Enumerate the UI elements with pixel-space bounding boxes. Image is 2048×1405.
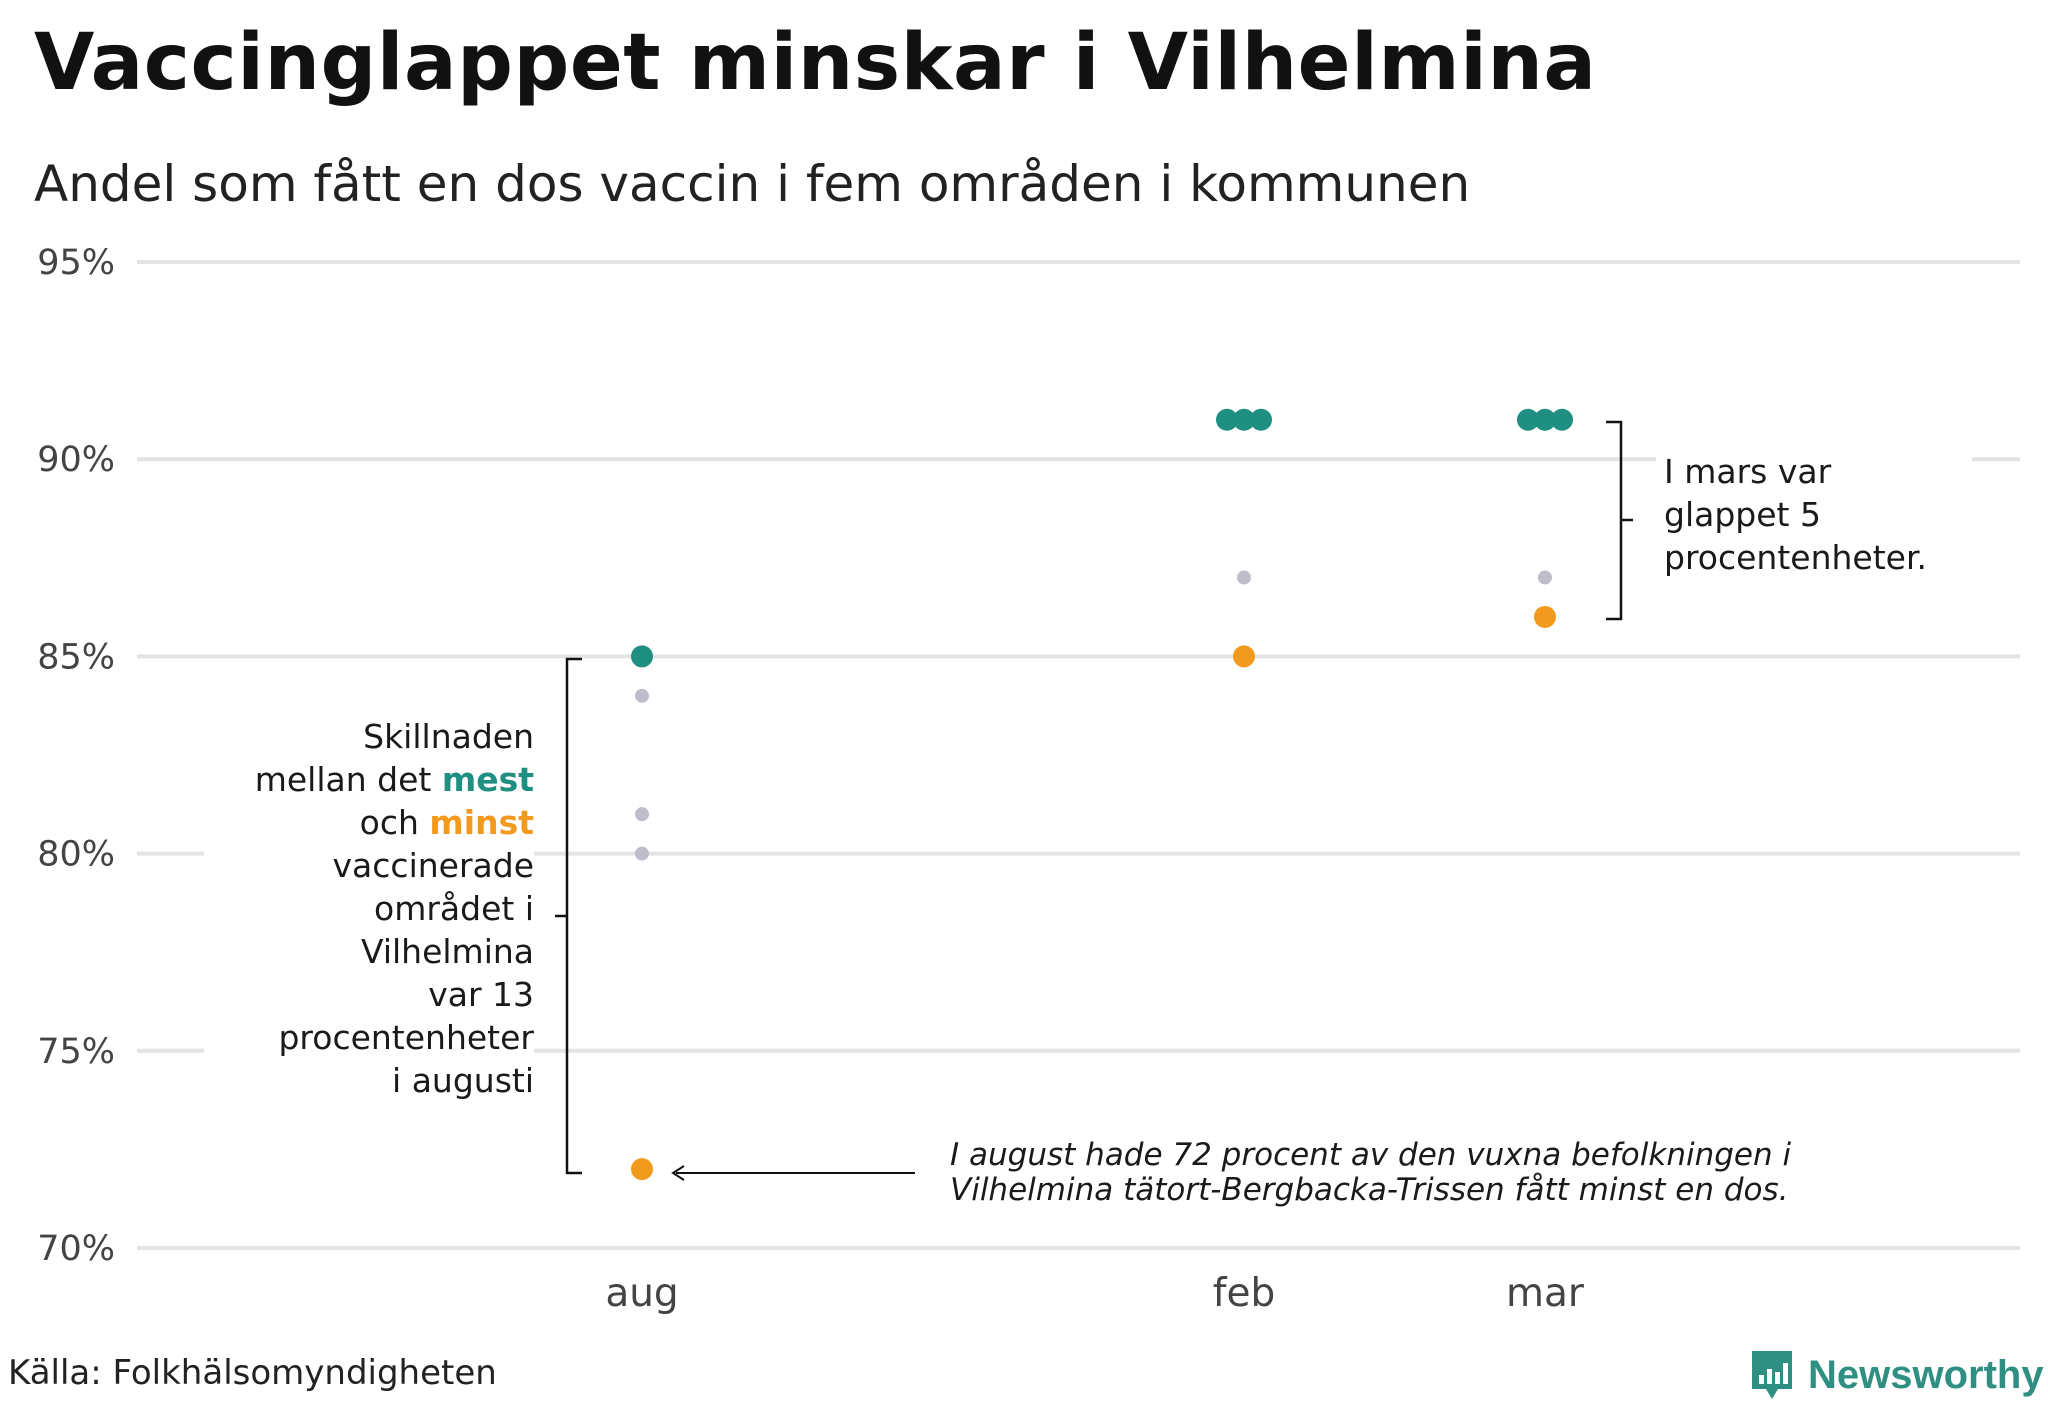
x-tick-label: mar <box>1506 1271 1585 1316</box>
newsworthy-bar-chart-icon <box>1752 1351 1792 1399</box>
data-point-most <box>1233 408 1255 431</box>
highlight-least: minst <box>429 803 534 842</box>
data-point-other <box>1538 570 1552 585</box>
data-point-least <box>631 1158 653 1181</box>
chart-subtitle: Andel som fått en dos vaccin i fem områd… <box>34 155 1471 213</box>
data-points <box>631 408 1573 1181</box>
data-point-most <box>1517 408 1539 431</box>
annotation-left-line: området i <box>374 889 534 928</box>
annotation-brackets <box>555 420 1633 1181</box>
data-point-other <box>635 688 649 703</box>
annotation-left-line: och minst <box>359 803 534 842</box>
y-axis-ticks: 70% 75% 80% 85% 90% 95% <box>37 243 115 1269</box>
left-bracket <box>555 657 582 1175</box>
newsworthy-logo: Newsworthy <box>1748 1345 2044 1405</box>
annotation-left-line: Skillnaden <box>363 717 534 756</box>
data-point-least <box>1233 645 1255 668</box>
data-point-other <box>1237 570 1251 585</box>
annotation-bottom: I august hade 72 procent av den vuxna be… <box>950 1138 1791 1208</box>
annotation-left-line: Vilhelmina <box>360 932 534 971</box>
annotation-left-line: i augusti <box>392 1061 534 1100</box>
y-tick-label: 80% <box>37 835 115 875</box>
annotation-left-line: vaccinerade <box>332 846 534 885</box>
annotation-right-line: I mars var <box>1664 452 1832 491</box>
annotation-left-line: procentenheter <box>278 1018 534 1057</box>
data-point-other <box>635 807 649 822</box>
y-tick-label: 95% <box>37 243 115 283</box>
y-tick-label: 75% <box>37 1032 115 1072</box>
x-axis-ticks: aug feb mar <box>605 1271 1585 1316</box>
y-tick-label: 90% <box>37 440 115 480</box>
data-point-most <box>631 645 653 668</box>
data-point-most <box>1551 408 1573 431</box>
data-point-least <box>1534 605 1556 628</box>
gridlines <box>137 260 2020 1250</box>
annotation-bottom-line: I august hade 72 procent av den vuxna be… <box>950 1137 1792 1173</box>
data-point-most <box>1250 408 1272 431</box>
annotation-left-line: var 13 <box>428 975 534 1014</box>
highlight-most: mest <box>441 760 534 799</box>
data-point-most <box>1216 408 1238 431</box>
annotation-right: I mars var glappet 5 procentenheter. <box>1656 450 1972 579</box>
chart-title: Vaccinglappet minskar i Vilhelmina <box>34 18 1597 108</box>
annotation-left-line: mellan det mest <box>254 760 534 799</box>
annotation-right-line: glappet 5 <box>1664 495 1821 534</box>
x-tick-label: feb <box>1213 1271 1275 1316</box>
annotation-right-line: procentenheter. <box>1664 538 1927 577</box>
right-bracket <box>1606 420 1633 621</box>
data-point-other <box>635 846 649 861</box>
source-label: Källa: Folkhälsomyndigheten <box>8 1353 497 1393</box>
logo-text: Newsworthy <box>1808 1352 2044 1397</box>
y-tick-label: 85% <box>37 637 115 677</box>
annotation-bottom-line: Vilhelmina tätort-Bergbacka-Trissen fått… <box>950 1172 1789 1208</box>
y-tick-label: 70% <box>37 1229 115 1269</box>
data-point-most <box>1534 408 1556 431</box>
annotation-left: Skillnaden mellan det mest och minst vac… <box>204 715 534 1102</box>
x-tick-label: aug <box>605 1271 678 1316</box>
annotation-arrow-head <box>671 1165 685 1181</box>
